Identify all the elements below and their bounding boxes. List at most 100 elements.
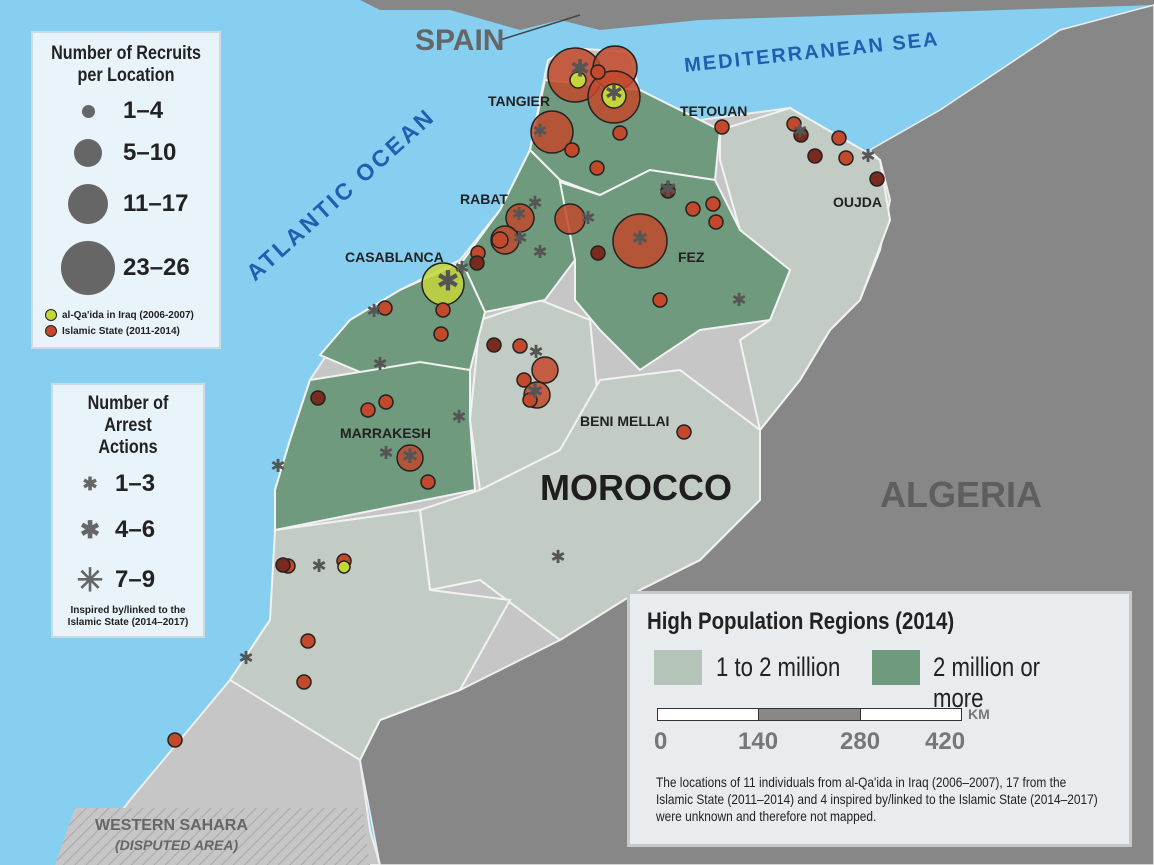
region-souss <box>228 508 512 762</box>
arrest-marker-icon: ✱ <box>402 446 419 468</box>
legend-size-1: 1–4 <box>53 91 219 131</box>
scale-bar <box>657 708 962 721</box>
arrest-marker-icon: ✱ <box>436 266 459 297</box>
arrest-marker-icon: ✱ <box>792 121 807 141</box>
label-casablanca: CASABLANCA <box>345 249 444 265</box>
size-label: 5–10 <box>123 139 177 166</box>
arrests-legend-title: Number of Arrest Actions <box>87 393 169 458</box>
arrest-marker-icon: ✱ <box>580 208 595 228</box>
recruit-marker <box>676 424 692 440</box>
size-label: 1–3 <box>115 470 156 497</box>
regions-dark <box>274 78 792 532</box>
spain-land <box>360 0 1154 30</box>
recruit-marker <box>564 142 580 158</box>
recruits-legend-title: Number of Recruits per Location <box>51 43 201 86</box>
group-label: Islamic State (2011-2014) <box>62 325 180 337</box>
legend-arrest-1: ✱ 1–3 <box>65 463 203 505</box>
recruit-marker <box>589 160 605 176</box>
scale-tick: 140 <box>738 728 779 755</box>
size-label: 23–26 <box>123 254 190 281</box>
scale-unit: KM <box>968 706 990 722</box>
arrest-marker-icon: ✱ <box>238 648 253 668</box>
recruit-marker <box>491 231 509 249</box>
recruit-marker <box>590 245 606 261</box>
arrest-marker-icon: ✱ <box>570 55 590 82</box>
scale-tick: 420 <box>925 728 966 755</box>
circle-small-icon <box>81 104 95 118</box>
arrest-marker-icon: ✱ <box>366 301 381 321</box>
population-footnote: The locations of 11 individuals from al-… <box>656 774 1098 824</box>
recruit-marker <box>435 302 451 318</box>
legend-arrest-2: ✱ 4–6 <box>65 505 203 555</box>
scale-tick: 280 <box>840 728 881 755</box>
recruit-marker <box>167 732 183 748</box>
population-legend: High Population Regions (2014) 1 to 2 mi… <box>627 591 1132 847</box>
size-label: 11–17 <box>123 190 189 217</box>
population-title: High Population Regions (2014) <box>647 608 955 635</box>
recruit-marker <box>793 127 809 143</box>
recruit-marker <box>310 390 326 406</box>
recruit-marker <box>420 474 436 490</box>
label-spain: SPAIN <box>415 24 504 57</box>
arrest-marker-icon: ✱ <box>731 290 746 310</box>
recruit-marker <box>433 326 449 342</box>
recruit-marker <box>569 71 587 89</box>
label-tetouan: TETOUAN <box>680 103 747 119</box>
recruit-marker <box>522 392 538 408</box>
region-fez <box>558 168 792 372</box>
arrest-marker-icon: ✱ <box>511 204 526 224</box>
arrest-marker-icon: ✱ <box>512 228 527 248</box>
label-morocco: MOROCCO <box>540 467 732 508</box>
label-disputed: (DISPUTED AREA) <box>115 837 238 853</box>
scale-tick: 0 <box>654 728 668 755</box>
swatch-light <box>654 650 702 685</box>
arrest-marker-icon: ✱ <box>451 407 466 427</box>
circle-xlarge-icon <box>61 241 115 295</box>
recruit-marker <box>486 337 502 353</box>
arrest-marker-icon: ✱ <box>532 121 547 141</box>
arrest-marker-icon: ✱ <box>378 443 393 463</box>
arrest-marker-icon: ✱ <box>632 228 649 250</box>
recruit-marker <box>612 213 668 269</box>
recruit-marker <box>601 83 627 109</box>
recruit-marker <box>652 292 668 308</box>
arrest-marker-icon: ✱ <box>270 456 285 476</box>
label-tangier: TANGIER <box>488 93 550 109</box>
recruit-marker <box>554 203 586 235</box>
arrest-marker-icon: ✱ <box>605 81 623 106</box>
label-beni-mellal: BENI MELLAI <box>580 413 669 429</box>
label-fez: FEZ <box>678 249 705 265</box>
label-western-sahara: WESTERN SAHARA <box>95 817 248 834</box>
recruit-marker <box>296 674 312 690</box>
arrest-marker-icon: ✱ <box>528 342 543 362</box>
label-oujda: OUJDA <box>833 194 882 210</box>
western-sahara-area <box>55 808 370 865</box>
red-circle-icon <box>45 325 57 337</box>
arrest-marker-icon: ✱ <box>527 193 542 213</box>
recruit-marker <box>469 255 485 271</box>
group-label: al-Qa'ida in Iraq (2006-2007) <box>62 309 194 321</box>
class-dark-label: 2 million or more <box>933 652 1041 713</box>
markers: ✱✱✱✱✱✱✱✱✱✱✱✱✱✱✱✱✱✱ ✱✱✱✱✱✱ ✱✱ <box>167 45 885 748</box>
recruit-marker <box>300 633 316 649</box>
legend-group-aqi: al-Qa'ida in Iraq (2006-2007) <box>45 309 219 321</box>
arrests-legend-note: Inspired by/linked to the Islamic State … <box>67 605 189 628</box>
swatch-dark <box>872 650 920 685</box>
yellow-circle-icon <box>45 309 57 321</box>
recruit-marker <box>531 356 559 384</box>
recruit-marker <box>530 110 574 154</box>
arrest-marker-icon: ✱ <box>532 242 547 262</box>
recruit-marker <box>705 196 721 212</box>
recruit-marker <box>396 444 424 472</box>
recruit-marker <box>786 116 802 132</box>
size-label: 4–6 <box>115 516 156 543</box>
recruit-marker <box>512 338 528 354</box>
legend-size-2: 5–10 <box>53 131 219 175</box>
arrest-marker-icon: ✱ <box>372 354 387 374</box>
recruit-marker <box>612 125 628 141</box>
label-marrakesh: MARRAKESH <box>340 425 431 441</box>
recruit-marker <box>831 130 847 146</box>
size-label: 1–4 <box>123 97 164 124</box>
asterisk-medium-icon: ✱ <box>79 516 101 544</box>
regions-light <box>228 106 892 762</box>
